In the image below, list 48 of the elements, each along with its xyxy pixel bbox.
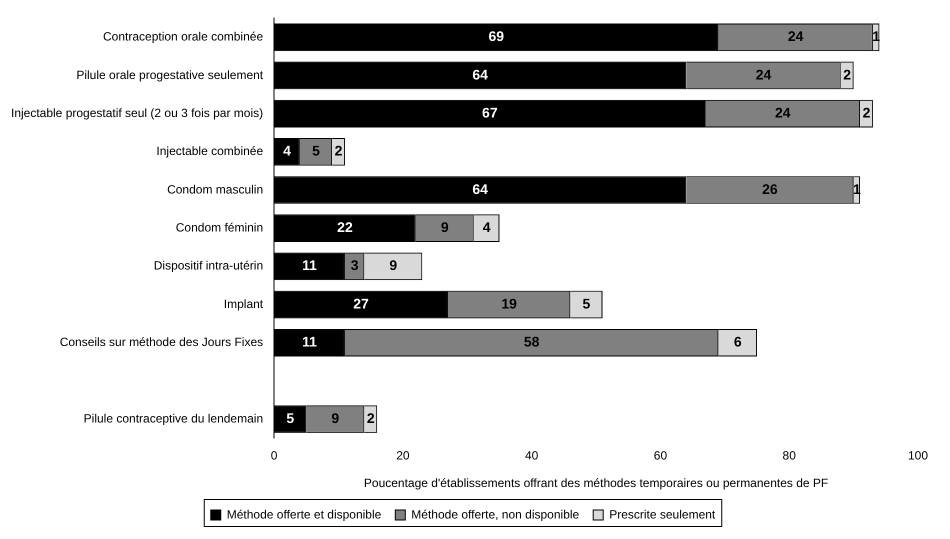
data-label: 64 xyxy=(472,66,488,82)
x-tick-label: 100 xyxy=(908,448,928,463)
x-tick-label: 80 xyxy=(782,448,796,463)
data-label: 11 xyxy=(302,334,318,350)
data-label: 69 xyxy=(488,28,504,44)
data-label: 4 xyxy=(283,142,292,159)
y-tick-label: Conseils sur méthode des Jours Fixes xyxy=(60,335,264,350)
x-axis-title: Poucentage d'établissements offrant des méthodes temporaires ou permanentes de PF xyxy=(364,476,828,490)
y-tick-label: Contraception orale combinée xyxy=(103,30,264,44)
x-tick-label: 20 xyxy=(396,448,410,463)
y-tick-label: Implant xyxy=(224,296,264,311)
data-label: 4 xyxy=(482,219,491,236)
legend-label: Méthode offerte, non disponible xyxy=(411,507,580,522)
data-label: 27 xyxy=(353,295,370,312)
data-label: 3 xyxy=(350,257,359,274)
y-tick-label: Condom féminin xyxy=(176,220,264,235)
data-label: 9 xyxy=(440,219,449,236)
data-label: 22 xyxy=(337,219,353,236)
data-label: 24 xyxy=(788,28,804,44)
legend-label: Prescrite seulement xyxy=(609,507,716,522)
data-label: 2 xyxy=(334,142,343,159)
y-tick-label: Pilule orale progestative seulement xyxy=(76,68,264,82)
data-label: 11 xyxy=(302,257,318,274)
data-label: 6 xyxy=(734,334,742,350)
data-label: 67 xyxy=(482,104,498,121)
data-label: 2 xyxy=(843,66,852,82)
data-label: 5 xyxy=(286,410,294,426)
y-tick-label: Injectable progestatif seul (2 ou 3 fois par mois) xyxy=(10,106,264,120)
data-label: 19 xyxy=(501,295,518,312)
data-label: 64 xyxy=(472,180,488,197)
x-tick-label: 0 xyxy=(270,448,278,463)
y-tick-label: Pilule contraceptive du lendemain xyxy=(84,411,264,426)
data-label: 9 xyxy=(389,257,398,274)
data-label: 26 xyxy=(762,180,778,197)
data-label: 2 xyxy=(366,410,375,426)
x-tick-label: 40 xyxy=(525,448,539,463)
data-label: 2 xyxy=(862,104,871,121)
legend-label: Méthode offerte et disponible xyxy=(226,507,382,522)
data-label: 58 xyxy=(524,334,540,350)
y-tick-label: Injectable combinée xyxy=(156,144,264,158)
y-tick-label: Condom masculin xyxy=(167,182,264,196)
y-tick-label: Dispositif intra-utérin xyxy=(154,258,264,273)
data-label: 9 xyxy=(331,410,340,426)
data-label: 24 xyxy=(775,104,791,121)
data-label: 24 xyxy=(756,66,772,82)
x-tick-label: 60 xyxy=(654,448,668,463)
data-label: 5 xyxy=(312,142,320,159)
data-label: 5 xyxy=(582,295,591,312)
